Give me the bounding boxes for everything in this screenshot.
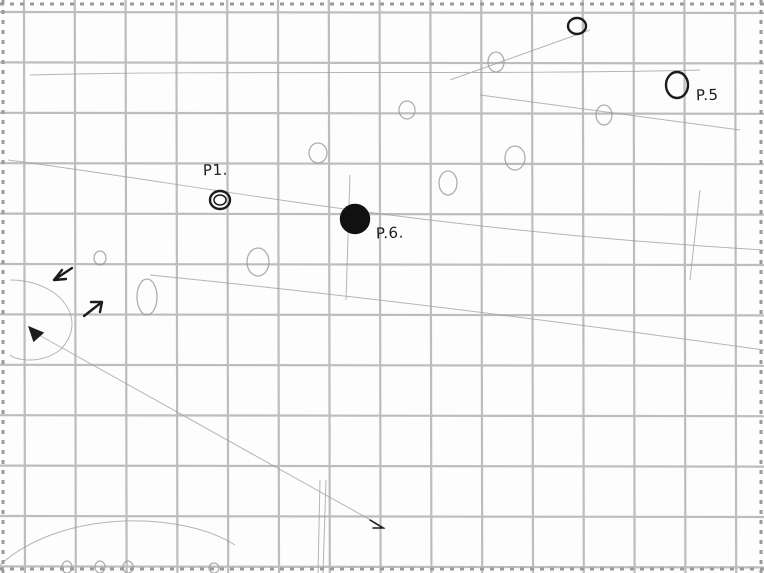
pencil-lines	[0, 29, 764, 573]
pencil-circle	[61, 560, 73, 573]
grid-line-vertical	[124, 0, 128, 573]
long-diagonal-line	[7, 159, 764, 251]
pencil-circle	[487, 51, 505, 73]
lower-diagonal-line	[149, 274, 764, 351]
vertical-scribble-1	[317, 479, 327, 573]
point-label-p5: P.5	[695, 85, 719, 105]
grid-line-horizontal	[0, 514, 764, 519]
grid-line-vertical	[734, 0, 738, 573]
grid-line-vertical	[683, 0, 687, 573]
pencil-circle	[246, 247, 270, 277]
pencil-circle	[398, 100, 416, 120]
pencil-circle	[93, 250, 107, 266]
pencil-circle	[595, 104, 613, 126]
left-arc	[9, 279, 73, 361]
point-p1-marker	[208, 189, 232, 211]
pencil-circle	[208, 562, 220, 573]
point-label-p6: P.6.	[375, 223, 405, 243]
grid-line-horizontal	[0, 111, 764, 115]
grid-line-horizontal	[0, 162, 764, 166]
arrow-line-end-icon	[369, 519, 386, 529]
grid-line-vertical	[276, 0, 281, 573]
pencil-circle	[438, 170, 458, 196]
pencil-circle	[122, 560, 134, 573]
point-p1-inner	[213, 194, 227, 206]
grid-line-vertical	[327, 0, 331, 573]
point-top-marker	[566, 16, 588, 36]
grid-line-horizontal	[0, 464, 764, 468]
pencil-circles	[61, 51, 613, 573]
grid-line-vertical	[530, 0, 535, 573]
grid-line-horizontal	[0, 363, 764, 367]
vertical-scribble-3	[689, 189, 701, 281]
right-guide-line	[479, 94, 741, 131]
grid-line-vertical	[429, 0, 433, 573]
grid-line-horizontal	[0, 10, 764, 15]
grid-line-horizontal	[0, 262, 764, 267]
grid-line-horizontal	[0, 61, 764, 65]
grid-line-vertical	[73, 0, 77, 573]
point-label-p1: P1.	[202, 160, 229, 180]
point-p6-marker	[339, 203, 371, 235]
upper-guide-line	[449, 29, 591, 81]
arrow-line	[29, 329, 386, 529]
grid-line-horizontal	[0, 414, 764, 418]
upper-guide-line-2	[29, 69, 701, 76]
pencil-circle	[308, 142, 328, 164]
bottom-arc	[0, 520, 236, 566]
pencil-circle	[94, 560, 106, 573]
grid-line-vertical	[22, 0, 27, 573]
arrow-head-icon	[28, 325, 45, 343]
grid-line-vertical	[226, 0, 230, 573]
grid-line-vertical	[581, 0, 585, 573]
grid-line-vertical	[175, 0, 179, 573]
arrow-upright-icon	[82, 300, 104, 318]
arrow-upleft-icon	[52, 266, 74, 282]
point-p5-marker	[664, 70, 690, 100]
grid-line-horizontal	[0, 313, 764, 317]
grid-line-vertical	[632, 0, 636, 573]
pencil-circle	[136, 278, 158, 316]
grid-line-vertical	[378, 0, 382, 573]
pencil-circle	[504, 145, 526, 171]
ink-marks	[28, 16, 690, 529]
vertical-scribble-2	[345, 174, 351, 301]
grid-line-horizontal	[0, 565, 764, 569]
grid-line-vertical	[480, 0, 484, 573]
